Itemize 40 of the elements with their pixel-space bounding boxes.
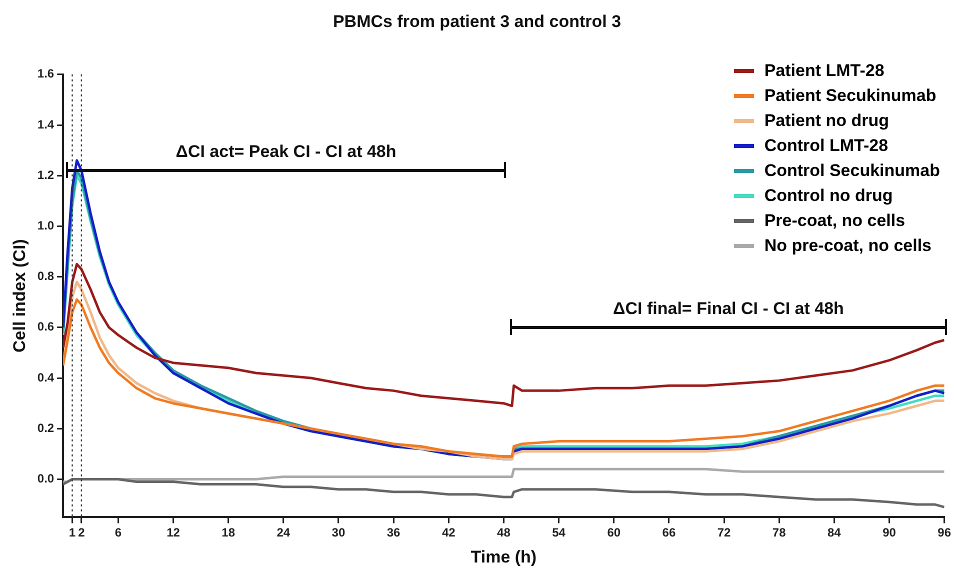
legend-label: Pre-coat, no cells xyxy=(764,210,906,232)
y-tick-label: 0.0 xyxy=(37,472,54,486)
x-tick-label: 30 xyxy=(332,526,346,540)
y-tick-label: 1.6 xyxy=(37,66,54,81)
x-tick-label: 12 xyxy=(166,526,180,540)
x-tick-label: 96 xyxy=(938,526,952,540)
legend-label: Patient LMT-28 xyxy=(764,60,884,82)
legend-label: Patient no drug xyxy=(764,110,889,132)
y-axis-title: Cell index (CI) xyxy=(10,239,29,352)
annotation: ΔCI final= Final CI - CI at 48h xyxy=(612,299,845,319)
legend-label: Patient Secukinumab xyxy=(764,85,936,107)
x-axis-title: Time (h) xyxy=(470,547,537,566)
y-tick-label: 0.6 xyxy=(37,320,54,334)
legend-label: No pre-coat, no cells xyxy=(764,235,932,257)
x-tick-label: 48 xyxy=(497,526,511,540)
x-tick-label: 78 xyxy=(772,526,786,540)
y-tick-label: 0.8 xyxy=(37,269,54,284)
x-tick-label: 90 xyxy=(882,526,896,540)
y-tick-label: 1.4 xyxy=(37,117,54,132)
x-tick-label: 36 xyxy=(386,526,401,540)
x-tick-label: 72 xyxy=(717,526,732,540)
annotation: ΔCI act= Peak CI - CI at 48h xyxy=(174,142,398,162)
x-tick-label: 18 xyxy=(222,526,236,540)
x-tick-label: 84 xyxy=(827,526,842,540)
x-tick-label: 2 xyxy=(78,526,86,540)
y-tick-label: 0.4 xyxy=(37,370,54,384)
x-tick-label: 60 xyxy=(607,526,621,540)
y-tick-label: 1.2 xyxy=(37,168,54,182)
x-tick-label: 66 xyxy=(662,526,676,540)
y-tick-label: 0.2 xyxy=(37,420,54,435)
x-tick-label: 54 xyxy=(552,526,566,540)
chart-title: PBMCs from patient 3 and control 3 xyxy=(332,12,622,31)
x-tick-label: 6 xyxy=(114,526,122,540)
x-tick-label: 24 xyxy=(276,526,290,540)
x-tick-label: 1 xyxy=(68,526,76,540)
legend-label: Control LMT-28 xyxy=(764,135,888,157)
x-tick-label: 42 xyxy=(442,526,456,540)
legend-label: Control Secukinumab xyxy=(764,160,940,182)
y-tick-label: 1.0 xyxy=(37,218,54,233)
legend-label: Control no drug xyxy=(764,185,893,207)
